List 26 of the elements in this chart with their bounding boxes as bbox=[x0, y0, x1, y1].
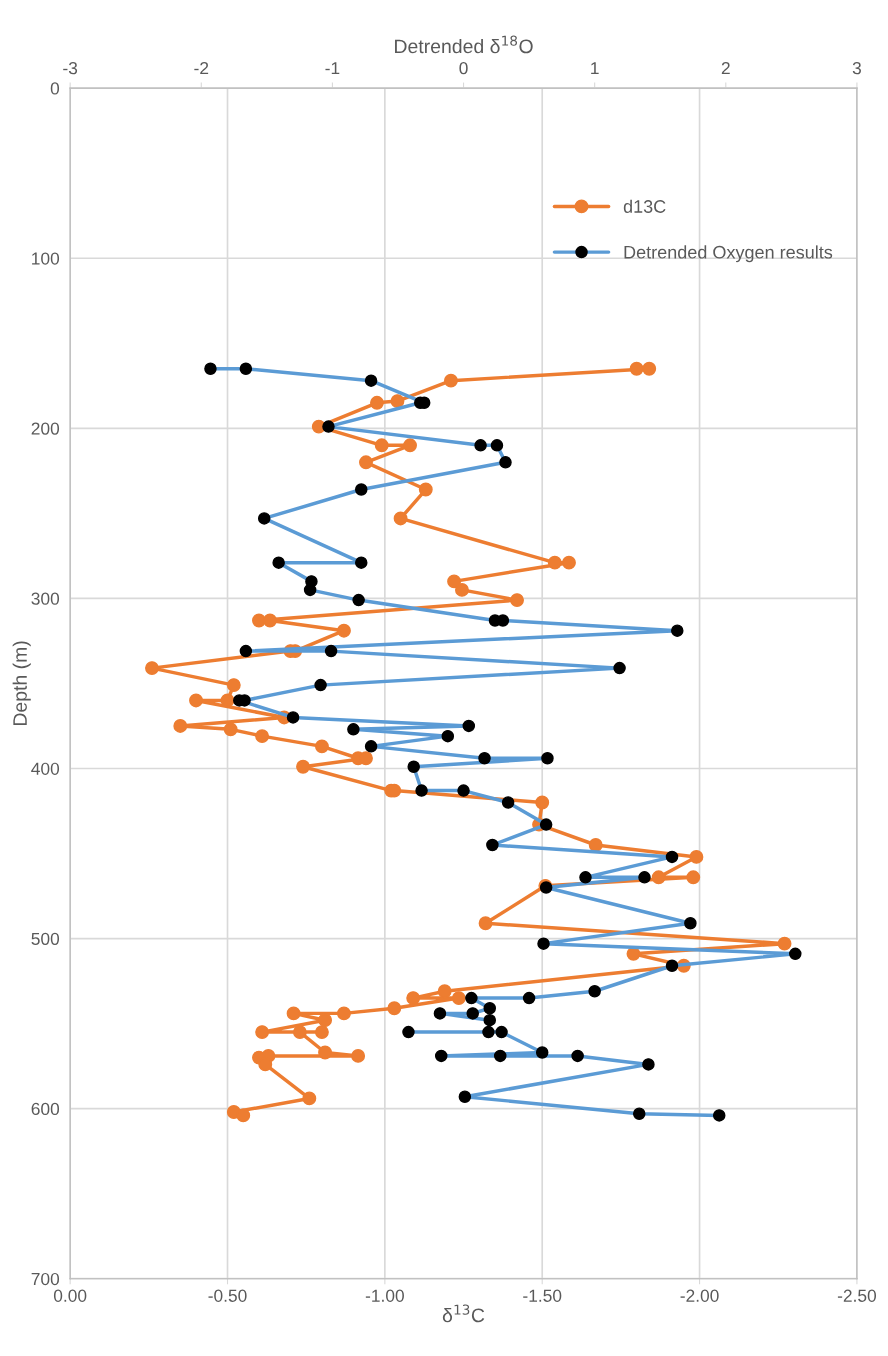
legend-label: Detrended Oxygen results bbox=[624, 245, 833, 263]
y-tick-label: 300 bbox=[31, 592, 60, 605]
x-tick-label: -1.00 bbox=[365, 1289, 404, 1302]
x-tick-label: -2.00 bbox=[680, 1289, 719, 1302]
x2-tick-label: 2 bbox=[721, 62, 730, 75]
x-axis-title: δ$^{13}$C bbox=[442, 1304, 485, 1323]
legend-label: d13C bbox=[623, 199, 666, 213]
y-axis-title: Depth (m) bbox=[12, 641, 31, 726]
x2-tick-label: 3 bbox=[852, 62, 861, 75]
x-tick-label: -1.50 bbox=[523, 1289, 562, 1302]
x2-tick-label: -2 bbox=[194, 62, 209, 75]
y-tick-label: 0 bbox=[50, 82, 60, 95]
x-tick-label: -2.50 bbox=[837, 1289, 877, 1302]
y-tick-label: 500 bbox=[31, 932, 60, 946]
y-tick-label: 400 bbox=[31, 762, 60, 775]
x2-tick-label: 1 bbox=[591, 62, 599, 75]
x2-tick-label: -1 bbox=[325, 62, 340, 75]
y-tick-label: 200 bbox=[31, 422, 60, 435]
y-tick-label: 700 bbox=[31, 1272, 60, 1286]
x-tick-label: -0.50 bbox=[208, 1289, 247, 1302]
x2-tick-label: -3 bbox=[63, 62, 78, 75]
x2-axis-title: Detrended δ$^{18}$O bbox=[395, 35, 533, 54]
x2-tick-label: 0 bbox=[459, 62, 468, 75]
y-tick-label: 100 bbox=[32, 252, 60, 265]
y-tick-label: 600 bbox=[31, 1102, 60, 1116]
x-tick-label: 0.00 bbox=[53, 1289, 87, 1302]
